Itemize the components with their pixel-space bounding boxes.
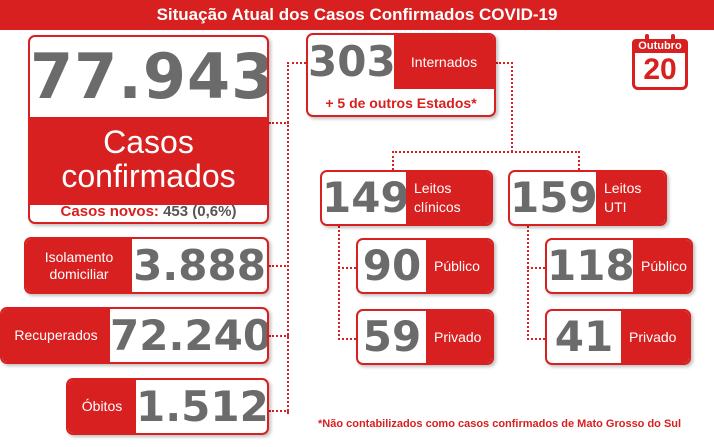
new-cases-label: Casos novos: xyxy=(60,203,159,220)
connector-line xyxy=(511,62,513,152)
icu-beds-value: 159 xyxy=(510,173,598,222)
connector-line xyxy=(269,335,289,337)
footnote: *Não contabilizados como casos confirmad… xyxy=(318,418,682,430)
deaths-label: Óbitos xyxy=(68,380,136,433)
clinical-beds-card: 149 Leitos clínicos xyxy=(320,170,493,226)
new-cases-value: 453 (0,6%) xyxy=(163,203,237,220)
connector-line xyxy=(338,338,356,340)
recovered-card: Recuperados 72.240 xyxy=(0,307,269,364)
icu-private-label: Privado xyxy=(621,311,689,363)
connector-line xyxy=(287,62,306,64)
hospitalized-label: Internados xyxy=(394,35,494,89)
icu-public-card: 118 Público xyxy=(545,238,693,294)
connector-line xyxy=(527,267,545,269)
connector-line xyxy=(578,151,580,170)
confirmed-cases-label: Casos confirmados xyxy=(30,117,267,205)
connector-line xyxy=(338,226,340,340)
icu-private-value: 41 xyxy=(554,312,614,361)
clinical-public-label: Público xyxy=(426,240,492,292)
new-cases: Casos novos: 453 (0,6%) xyxy=(30,201,267,222)
connector-line xyxy=(287,62,289,414)
clinical-beds-label: Leitos clínicos xyxy=(406,172,491,224)
confirmed-cases-card: 77.943 Casos confirmados Casos novos: 45… xyxy=(28,35,269,224)
home-isolation-label: Isolamento domiciliar xyxy=(26,239,132,292)
connector-line xyxy=(269,410,289,412)
connector-line xyxy=(527,226,529,340)
clinical-private-value: 59 xyxy=(362,312,422,361)
clinical-private-label: Privado xyxy=(426,311,492,363)
connector-line xyxy=(269,265,289,267)
recovered-label: Recuperados xyxy=(2,309,110,362)
connector-line xyxy=(527,338,545,340)
connector-line xyxy=(338,267,356,269)
hospitalized-value: 303 xyxy=(308,37,396,86)
connector-line xyxy=(269,122,289,124)
home-isolation-value: 3.888 xyxy=(133,241,266,290)
hospitalized-other-states-note: + 5 de outros Estados* xyxy=(325,95,477,111)
clinical-beds-value: 149 xyxy=(322,173,410,222)
deaths-value: 1.512 xyxy=(136,382,269,431)
confirmed-cases-total: 77.943 xyxy=(30,40,269,113)
icu-private-card: 41 Privado xyxy=(545,309,691,365)
deaths-card: Óbitos 1.512 xyxy=(66,378,269,435)
clinical-public-value: 90 xyxy=(362,241,422,290)
clinical-public-card: 90 Público xyxy=(356,238,494,294)
calendar-day: 20 xyxy=(632,53,688,90)
connector-line xyxy=(496,62,513,64)
hospitalized-card: 303 Internados + 5 de outros Estados* xyxy=(306,33,496,117)
connector-line xyxy=(392,151,394,170)
page-title: Situação Atual dos Casos Confirmados COV… xyxy=(0,0,714,30)
icu-public-value: 118 xyxy=(547,241,635,290)
calendar-icon: Outubro 20 xyxy=(632,33,688,90)
icu-beds-card: 159 Leitos UTI xyxy=(508,170,667,226)
icu-beds-label: Leitos UTI xyxy=(596,172,665,224)
calendar-month: Outubro xyxy=(632,39,688,53)
clinical-private-card: 59 Privado xyxy=(356,309,494,365)
connector-line xyxy=(392,151,580,153)
home-isolation-card: Isolamento domiciliar 3.888 xyxy=(24,237,269,294)
icu-public-label: Público xyxy=(633,240,691,292)
recovered-value: 72.240 xyxy=(110,311,269,360)
